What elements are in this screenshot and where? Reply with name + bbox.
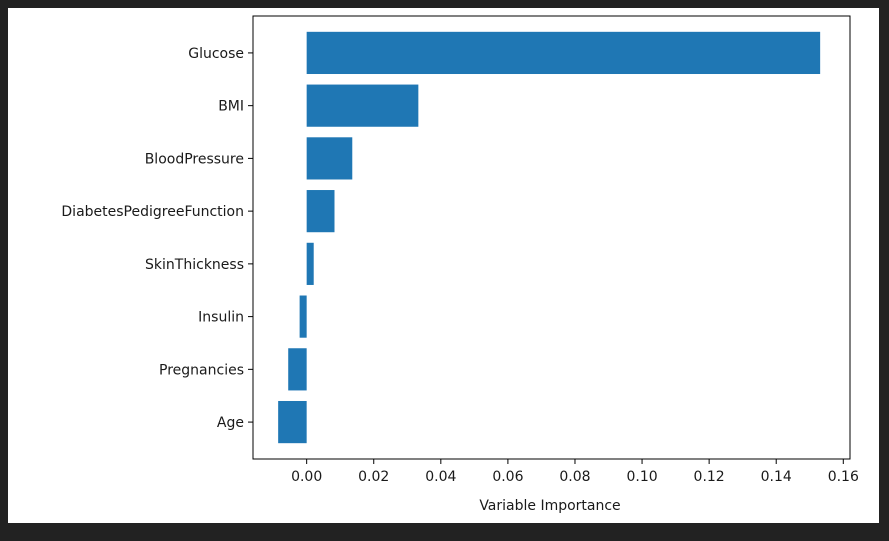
x-axis-label: Variable Importance xyxy=(479,498,620,514)
bar-glucose xyxy=(306,31,821,75)
y-tick-label: BMI xyxy=(218,99,244,115)
plot-area-border xyxy=(252,15,851,460)
x-axis: 0.00 0.02 0.04 0.06 0.08 0.10 0.12 0.14 0.16 xyxy=(291,459,859,485)
bar-age xyxy=(278,400,307,444)
x-tick-label: 0.02 xyxy=(358,469,389,485)
chart-frame: Glucose BMI BloodPressure DiabetesPedigreeF… xyxy=(8,8,879,523)
x-tick-label: 0.10 xyxy=(626,469,657,485)
x-tick-label: 0.12 xyxy=(694,469,725,485)
x-tick-label: 0.16 xyxy=(828,469,859,485)
bar-pregnancies xyxy=(288,348,307,391)
y-tick-label: Insulin xyxy=(198,310,244,326)
y-tick-label: Glucose xyxy=(188,46,244,62)
x-tick-label: 0.08 xyxy=(559,469,590,485)
x-tick-label: 0.14 xyxy=(761,469,792,485)
y-tick-label: BloodPressure xyxy=(145,151,244,167)
y-tick-label: Age xyxy=(217,415,244,431)
y-tick-label: SkinThickness xyxy=(145,257,244,273)
x-tick-label: 0.06 xyxy=(492,469,523,485)
bar-bmi xyxy=(306,84,419,127)
bar-diabetespedigreefunction xyxy=(306,190,335,233)
y-axis: Glucose BMI BloodPressure DiabetesPedigreeF… xyxy=(61,46,253,431)
y-tick-label: DiabetesPedigreeFunction xyxy=(61,204,244,220)
importance-bar-chart: Glucose BMI BloodPressure DiabetesPedigreeF… xyxy=(61,15,859,514)
x-tick-label: 0.00 xyxy=(291,469,322,485)
bars-group xyxy=(278,31,821,444)
bar-insulin xyxy=(299,295,307,338)
bar-bloodpressure xyxy=(306,137,353,180)
y-tick-label: Pregnancies xyxy=(159,362,244,378)
x-tick-label: 0.04 xyxy=(425,469,456,485)
bar-skinthickness xyxy=(306,242,314,285)
